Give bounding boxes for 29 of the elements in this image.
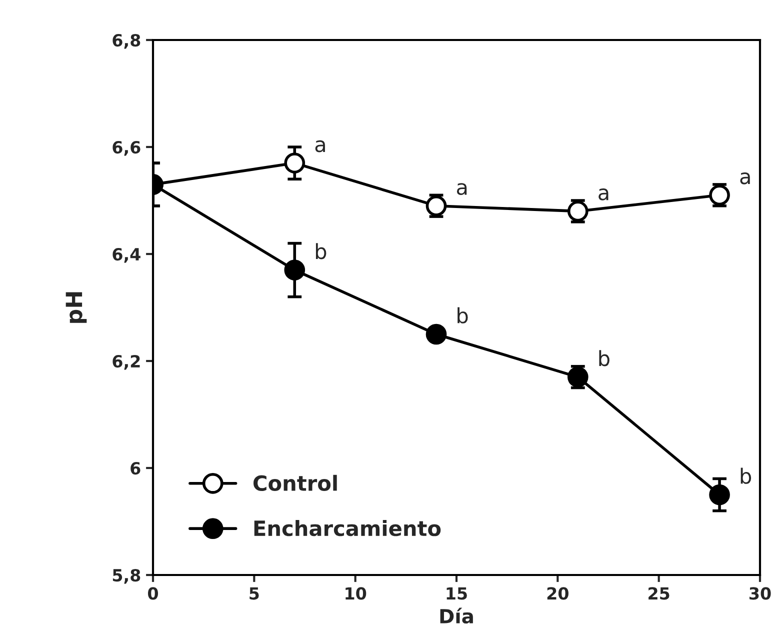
y-tick-label: 6,6: [112, 140, 140, 156]
y-axis-title: pH: [66, 292, 87, 323]
annotation: a: [315, 140, 325, 152]
y-tick-label: 6,8: [112, 34, 140, 49]
legend-label: Encharcamiento: [254, 520, 441, 536]
annotation: b: [740, 468, 752, 484]
annotation: b: [458, 307, 468, 324]
x-tick-label: 20: [547, 587, 568, 600]
annotation: b: [599, 350, 610, 366]
x-tick-label: 0: [148, 587, 158, 600]
x-axis-title: Día: [440, 608, 473, 624]
annotation: a: [740, 172, 750, 184]
point: [284, 152, 306, 174]
x-tick-label: 30: [750, 587, 771, 600]
x-tick-label: 25: [648, 587, 670, 600]
y-tick-label: 6,4: [112, 248, 140, 263]
annotation: a: [456, 183, 467, 196]
point: [284, 260, 306, 280]
point: [426, 324, 447, 345]
y-tick-label: 6: [130, 462, 140, 475]
x-tick-label: 10: [346, 587, 366, 600]
point: [709, 484, 730, 506]
y-tick-label: 6,2: [112, 354, 140, 370]
y-tick-label: 5,8: [112, 568, 140, 584]
x-tick-label: 5: [250, 587, 259, 600]
annotation: a: [598, 188, 608, 200]
x-tick-label: 15: [446, 587, 467, 600]
legend-label: Control: [254, 474, 337, 491]
annotation: b: [316, 243, 326, 260]
